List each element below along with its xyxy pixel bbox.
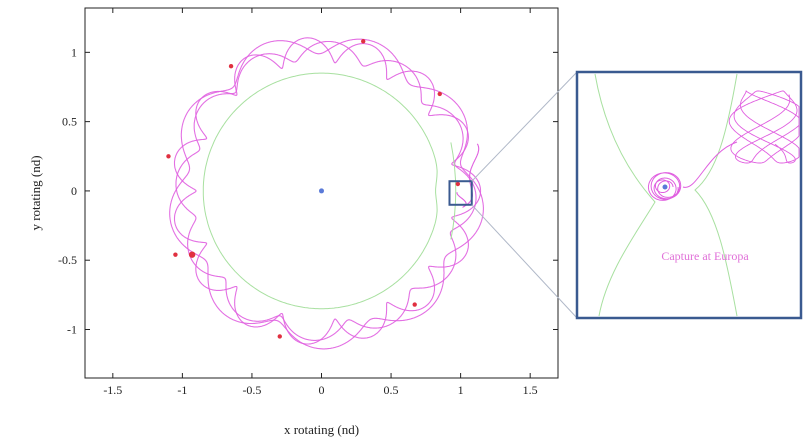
zero-velocity-curve-layer <box>202 72 457 310</box>
inset-background <box>577 72 801 318</box>
x-ticks: -1.5 -1 -0.5 0 0.5 1 1.5 <box>103 8 538 397</box>
y-tick-label: 0.5 <box>62 115 77 129</box>
trajectory-path <box>173 37 482 345</box>
trajectory-marker <box>455 181 461 187</box>
x-axis-label: x rotating (nd) <box>284 422 359 437</box>
primary-body <box>319 188 324 194</box>
inset-trajectory-tangle <box>728 90 800 164</box>
zoom-box <box>448 180 473 206</box>
zero-velocity-curve <box>202 72 438 310</box>
marker-layer <box>166 39 461 339</box>
trajectory-marker <box>228 64 234 69</box>
trajectory-layer <box>169 37 484 350</box>
x-tick-label: -1 <box>177 383 187 397</box>
x-tick-label: 0 <box>319 383 325 397</box>
trajectory-marker <box>437 91 442 97</box>
y-tick-label: 1 <box>71 45 77 59</box>
x-tick-label: 1.5 <box>523 383 538 397</box>
y-tick-label: 0 <box>71 184 77 198</box>
y-tick-label: -0.5 <box>58 253 77 267</box>
trajectory-marker <box>412 302 417 307</box>
trajectory-marker <box>361 39 366 44</box>
inset-capture-spiral <box>647 172 682 201</box>
inset-content <box>594 73 800 317</box>
trajectory-path <box>175 40 477 341</box>
trajectory-marker <box>173 252 178 257</box>
y-axis-label: y rotating (nd) <box>28 155 43 230</box>
x-tick-label: -1.5 <box>103 383 122 397</box>
inset-zvc-right <box>694 73 738 317</box>
y-ticks: -1 -0.5 0 0.5 1 <box>58 45 558 336</box>
approach-path <box>456 143 480 208</box>
trajectory-path <box>169 38 484 350</box>
trajectory-marker <box>166 154 171 159</box>
inset-zvc-left <box>594 73 656 317</box>
x-tick-label: -0.5 <box>242 383 261 397</box>
inset-frame <box>575 70 803 320</box>
x-tick-label: 1 <box>458 383 464 397</box>
inset-zoom-panel: Capture at Europa <box>575 70 803 320</box>
main-plot: -1.5 -1 -0.5 0 0.5 1 1.5 -1 -0.5 0 0.5 1 x rotatin… <box>28 7 559 437</box>
inset-approach-path <box>682 141 738 188</box>
zoom-connector-top <box>471 71 578 182</box>
x-tick-label: 0.5 <box>384 383 399 397</box>
inset-secondary-body <box>662 184 668 190</box>
capture-annotation: Capture at Europa <box>661 249 749 263</box>
y-tick-label: -1 <box>67 322 77 336</box>
trajectory-marker-large <box>188 251 196 258</box>
zero-velocity-lobe <box>450 142 457 240</box>
trajectory-marker <box>277 334 282 339</box>
zoom-connector-bottom <box>471 204 578 319</box>
